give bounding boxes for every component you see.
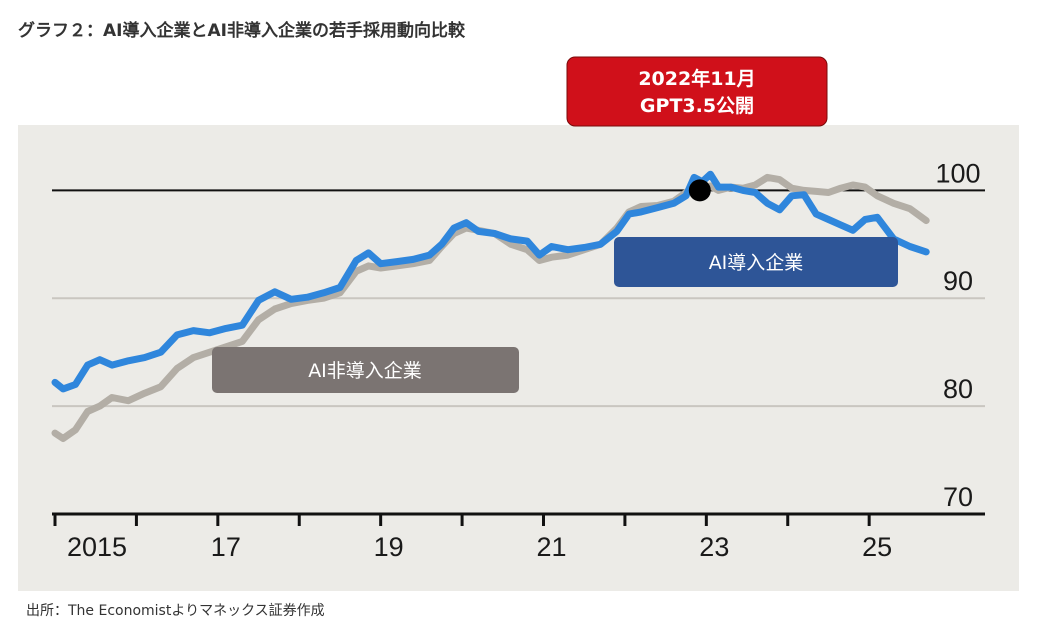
- x-tick-label: 23: [699, 532, 729, 562]
- x-tick-label: 25: [862, 532, 892, 562]
- label-non-adopters: AI非導入企業: [308, 360, 422, 382]
- annotation-event: GPT3.5公開: [640, 95, 754, 117]
- x-tick-label: 2015: [67, 532, 127, 562]
- series-line-ai-adopters: [51, 170, 930, 393]
- label-box-ai-adopters: [614, 237, 898, 287]
- x-tick-label: 19: [374, 532, 404, 562]
- x-tick-label: 17: [211, 532, 241, 562]
- y-tick-label: 90: [943, 266, 973, 296]
- chart-title: グラフ２：AI導入企業とAI非導入企業の若手採用動向比較: [18, 21, 465, 41]
- label-box-non-adopters: [212, 347, 519, 393]
- annotation-box: [566, 56, 828, 127]
- y-tick-label: 100: [935, 158, 980, 188]
- source-note: 出所：The Economistよりマネックス証券作成: [26, 603, 325, 619]
- label-ai-adopters: AI導入企業: [709, 252, 804, 274]
- annotation-date: 2022年11月: [638, 67, 755, 90]
- y-tick-label: 80: [943, 374, 973, 404]
- gpt-release-marker: [688, 179, 711, 202]
- series-line-non-adopters: [51, 173, 930, 442]
- y-tick-label: 70: [943, 482, 973, 512]
- x-tick-label: 21: [536, 532, 566, 562]
